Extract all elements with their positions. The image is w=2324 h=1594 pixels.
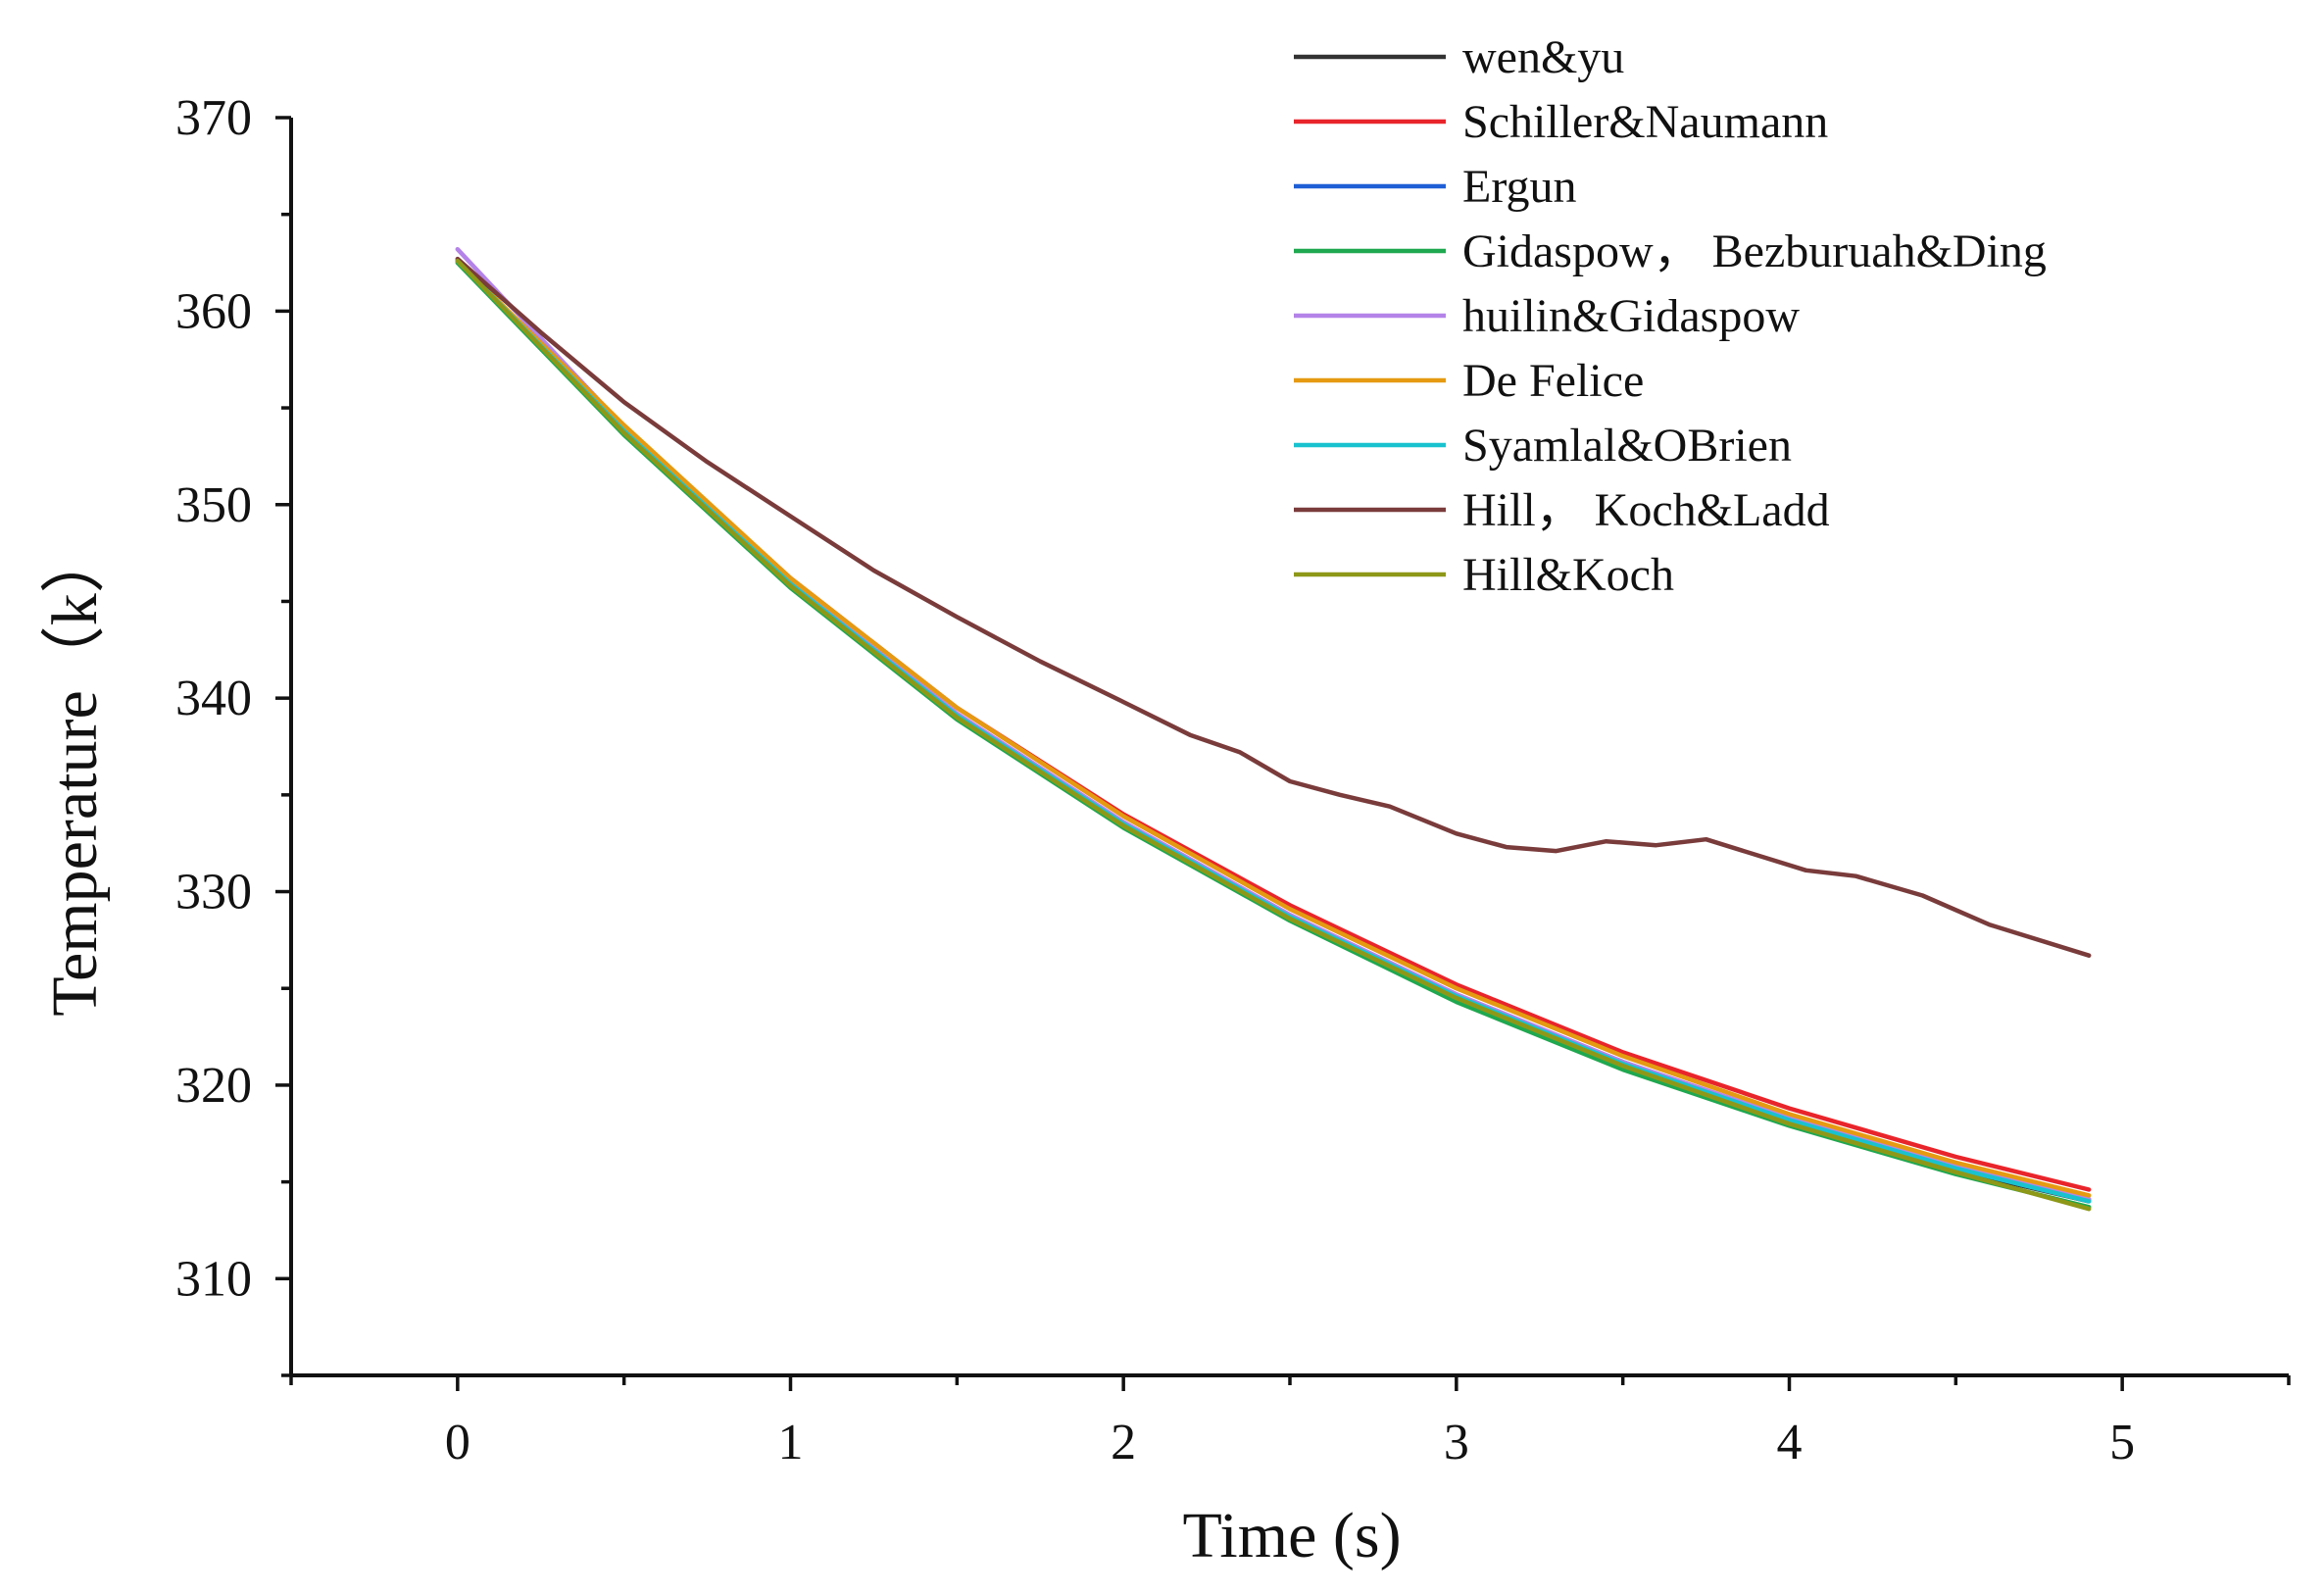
legend-label: Hill&Koch	[1462, 549, 1674, 601]
series-line-gidaspow-bezburuah-ding	[455, 260, 2092, 1210]
series-line-ergun	[455, 258, 2092, 1202]
legend-label: Schiller&Naumann	[1462, 96, 1828, 148]
y-tick-label: 320	[175, 1058, 252, 1114]
series-line-huilin-gidaspow	[455, 246, 2092, 1202]
series-line-schiller-naumann	[455, 258, 2092, 1192]
y-tick-label: 330	[175, 865, 252, 921]
x-tick-label: 0	[445, 1415, 470, 1470]
series-line-hill-koch-ladd	[455, 256, 2092, 958]
legend-label: De Felice	[1462, 355, 1644, 407]
series-lines	[455, 246, 2092, 1212]
ticks: 0 1 2 3 4 5 310 320 330 340 350 360 370	[175, 90, 2291, 1470]
y-tick-label: 310	[175, 1251, 252, 1307]
series-line-syamlal-obrien	[455, 258, 2092, 1204]
x-tick-label: 4	[1777, 1415, 1803, 1470]
axes	[289, 118, 2289, 1377]
series-line-wen-yu	[455, 258, 2092, 1204]
x-tick-label: 3	[1444, 1415, 1469, 1470]
legend-label: wen&yu	[1462, 31, 1624, 83]
x-tick-label: 2	[1111, 1415, 1136, 1470]
legend-label: Syamlal&OBrien	[1462, 420, 1792, 472]
y-tick-label: 360	[175, 283, 252, 339]
legend: wen&yu Schiller&Naumann Ergun Gidaspow， Bez…	[1294, 31, 2047, 601]
legend-label: Hill， Koch&Ladd	[1462, 484, 1830, 536]
legend-label: Gidaspow， Bezburuah&Ding	[1462, 225, 2047, 277]
x-tick-label: 1	[778, 1415, 804, 1470]
y-tick-label: 340	[175, 671, 252, 726]
y-tick-label: 350	[175, 477, 252, 533]
legend-label: Ergun	[1462, 161, 1576, 213]
series-line-de-felice	[455, 258, 2092, 1198]
y-axis-title: Temperature（k）	[39, 528, 111, 1017]
y-tick-label: 370	[175, 90, 252, 146]
series-line-hill-koch	[455, 258, 2092, 1212]
x-axis-title: Time (s)	[1182, 1500, 1401, 1571]
x-tick-label: 5	[2109, 1415, 2135, 1470]
legend-label: huilin&Gidaspow	[1462, 290, 1800, 342]
